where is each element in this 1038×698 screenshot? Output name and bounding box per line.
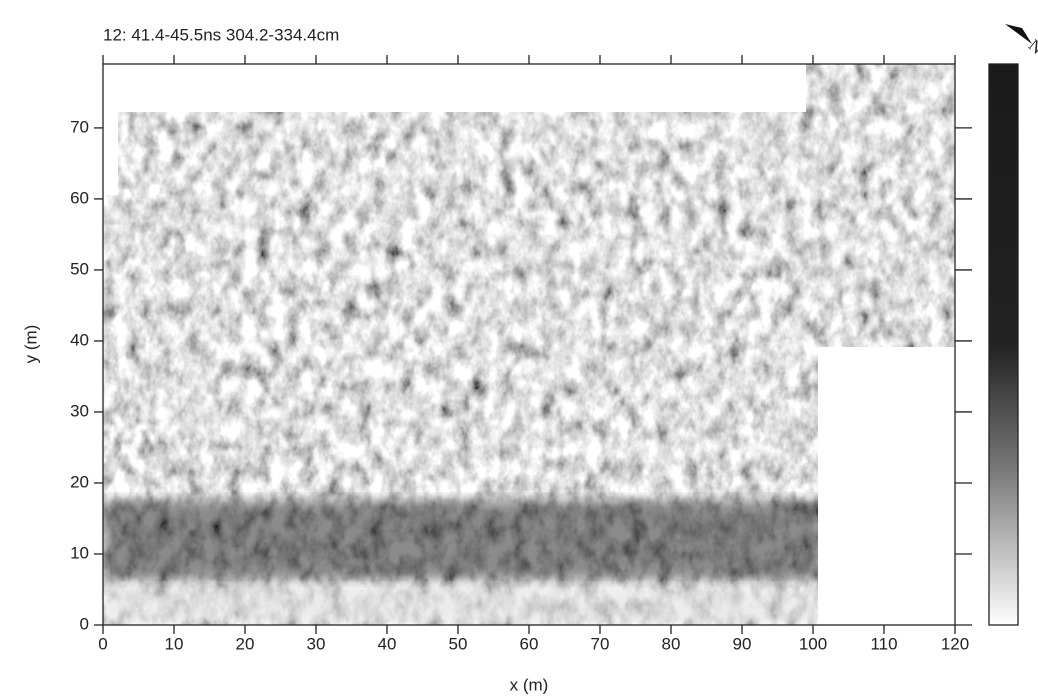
y-tick-label: 10: [70, 543, 89, 562]
colorbar: [988, 63, 1019, 626]
x-tick-label: 20: [236, 634, 255, 653]
north-arrow: [1005, 24, 1032, 44]
y-axis-label: y (m): [21, 325, 40, 364]
x-tick-label: 110: [870, 634, 897, 653]
y-tick-label: 0: [80, 614, 89, 633]
y-tick-label: 60: [70, 188, 89, 207]
x-tick-label: 10: [165, 634, 184, 653]
x-axis-label: x (m): [510, 675, 549, 694]
x-tick-label: 30: [307, 634, 326, 653]
y-tick-label: 30: [70, 401, 89, 420]
x-tick-label: 40: [378, 634, 397, 653]
radar-slice: [103, 64, 955, 625]
y-tick-label: 20: [70, 472, 89, 491]
chart-title: 12: 41.4-45.5ns 304.2-334.4cm: [103, 25, 339, 44]
y-tick-label: 70: [70, 117, 89, 136]
x-tick-label: 90: [733, 634, 752, 653]
x-tick-label: 50: [449, 634, 468, 653]
x-tick-label: 70: [591, 634, 610, 653]
x-tick-label: 80: [662, 634, 681, 653]
dark-band: [103, 500, 823, 580]
x-tick-label: 0: [98, 634, 107, 653]
y-tick-label: 50: [70, 259, 89, 278]
x-tick-label: 60: [520, 634, 539, 653]
light-band: [103, 585, 823, 625]
x-tick-label: 120: [941, 634, 969, 653]
y-tick-label: 40: [70, 330, 89, 349]
x-tick-label: 100: [799, 634, 827, 653]
